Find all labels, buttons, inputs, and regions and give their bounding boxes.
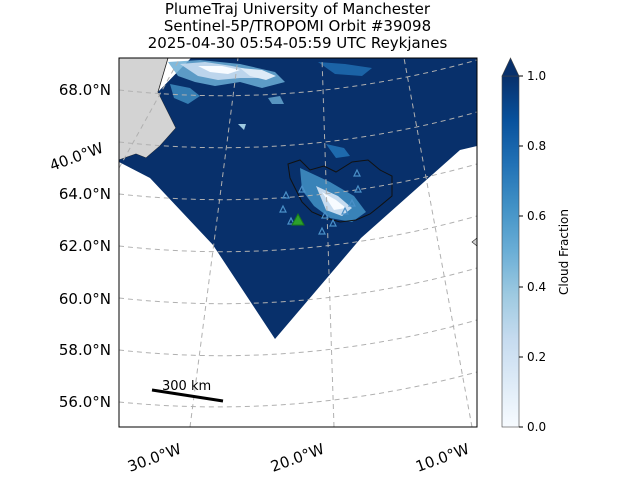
colorbar-tick-4: 0.8: [527, 139, 546, 153]
faroes-land: [471, 237, 477, 247]
lon-label-40w: 40.0°W: [47, 139, 106, 175]
parallel-62: [119, 215, 477, 253]
lat-label-68: 68.0°N: [59, 81, 111, 99]
tropomi-swath: [119, 58, 477, 339]
colorbar-gradient: [501, 75, 520, 428]
map-frame: [118, 57, 478, 428]
meridian-20w: [321, 58, 335, 427]
lon-label-20w: 20.0°W: [268, 440, 327, 476]
volcano-marker: [348, 198, 356, 207]
parallel-56: [119, 371, 477, 408]
volcano-marker: [353, 168, 361, 177]
volcano-marker: [318, 226, 326, 235]
lon-label-30w: 30.0°W: [125, 440, 184, 476]
parallel-64: [119, 163, 477, 201]
volcano-marker: [279, 204, 287, 213]
volcano-marker: [341, 206, 349, 215]
parallel-60: [119, 267, 477, 305]
parallel-68: [119, 59, 477, 97]
colorbar-tick-1: 0.2: [527, 350, 546, 364]
colorbar-tick-3: 0.6: [527, 209, 546, 223]
lat-label-60: 60.0°N: [59, 290, 111, 308]
scale-bar: [151, 388, 224, 403]
meridian-30w: [189, 58, 239, 427]
lat-label-58: 58.0°N: [59, 341, 111, 359]
graticule: [119, 58, 477, 427]
colorbar-tick-0: 0.0: [527, 420, 546, 434]
lat-label-64: 64.0°N: [59, 185, 111, 203]
cloud-fraction-patches: [168, 60, 372, 222]
chart-title-line-1: PlumeTraj University of Manchester: [164, 0, 431, 18]
volcano-marker: [321, 210, 329, 219]
colorbar-tick-5: 1.0: [527, 69, 546, 83]
map-area: [119, 58, 477, 427]
colorbar-tick-2: 0.4: [527, 280, 546, 294]
latitude-labels: 68.0°N 64.0°N 62.0°N 60.0°N 58.0°N 56.0°…: [59, 81, 111, 411]
volcano-marker: [282, 190, 290, 199]
parallel-58: [119, 319, 477, 357]
colorbar-label: Cloud Fraction: [557, 209, 571, 295]
parallel-66: [119, 111, 477, 149]
volcano-markers: [279, 168, 362, 235]
colorbar: 0.0 0.2 0.4 0.6 0.8 1.0 Cloud Fraction: [501, 57, 571, 434]
lat-label-62: 62.0°N: [59, 237, 111, 255]
volcano-marker: [298, 184, 306, 193]
lat-label-56: 56.0°N: [59, 393, 111, 411]
volcano-marker: [354, 184, 362, 193]
colorbar-extend-arrow: [501, 57, 520, 77]
meridian-40w: [119, 58, 181, 169]
lon-label-10w: 10.0°W: [413, 440, 472, 476]
volcano-marker: [287, 216, 295, 225]
reykjanes-volcano-icon: [291, 212, 305, 226]
scale-bar-label: 300 km: [162, 379, 211, 394]
volcano-marker: [329, 218, 337, 227]
iceland-coastline: [287, 159, 393, 223]
chart-title-line-3: 2025-04-30 05:54-05:59 UTC Reykjanes: [147, 34, 448, 52]
chart-title-line-2: Sentinel-5P/TROPOMI Orbit #39098: [163, 17, 432, 35]
